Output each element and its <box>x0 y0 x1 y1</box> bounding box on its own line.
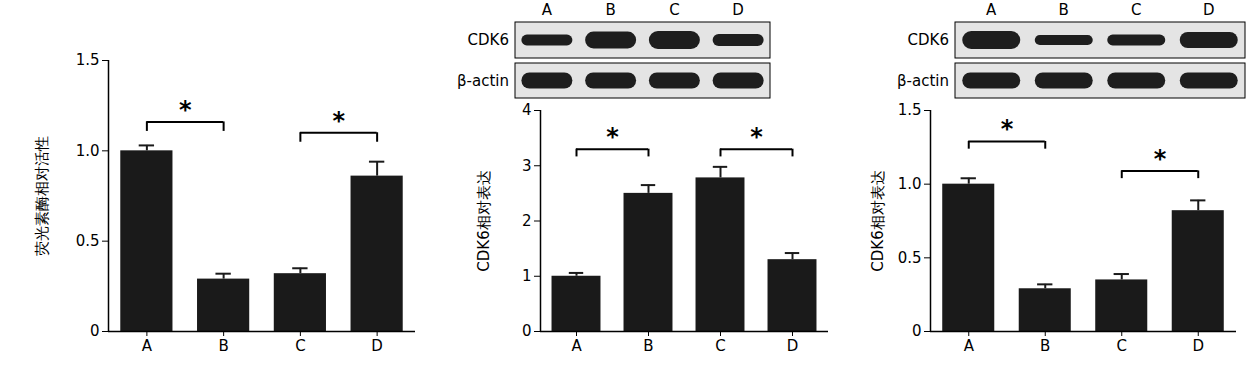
svg-text:*: * <box>606 123 619 151</box>
svg-text:0.5: 0.5 <box>898 249 922 267</box>
svg-text:1: 1 <box>522 267 532 285</box>
svg-text:0: 0 <box>522 322 532 340</box>
svg-text:CDK6相对表达: CDK6相对表达 <box>869 170 887 271</box>
svg-text:*: * <box>332 107 345 135</box>
svg-text:*: * <box>1001 115 1014 143</box>
svg-text:CDK6: CDK6 <box>468 31 509 49</box>
svg-text:B: B <box>218 337 228 355</box>
svg-text:0: 0 <box>912 322 922 340</box>
svg-text:A: A <box>142 337 153 355</box>
svg-text:4: 4 <box>522 101 532 119</box>
svg-text:0.5: 0.5 <box>76 232 100 250</box>
svg-text:D: D <box>732 1 744 19</box>
svg-text:D: D <box>1203 1 1215 19</box>
svg-text:C: C <box>1131 1 1141 19</box>
svg-text:A: A <box>542 1 553 19</box>
svg-text:1.5: 1.5 <box>898 101 922 119</box>
svg-text:β-actin: β-actin <box>457 72 509 90</box>
svg-text:β-actin: β-actin <box>897 72 949 90</box>
svg-text:1.0: 1.0 <box>76 142 100 160</box>
svg-text:D: D <box>787 337 799 355</box>
svg-text:1.5: 1.5 <box>76 51 100 69</box>
svg-text:CDK6相对表达: CDK6相对表达 <box>475 170 493 271</box>
svg-text:A: A <box>964 337 975 355</box>
svg-text:B: B <box>1059 1 1069 19</box>
svg-text:A: A <box>986 1 997 19</box>
svg-text:D: D <box>1192 337 1204 355</box>
svg-text:C: C <box>715 337 725 355</box>
svg-text:0: 0 <box>90 322 100 340</box>
svg-text:B: B <box>1040 337 1050 355</box>
svg-text:2: 2 <box>522 212 532 230</box>
svg-text:C: C <box>295 337 305 355</box>
svg-text:CDK6: CDK6 <box>908 31 949 49</box>
svg-text:C: C <box>1117 337 1127 355</box>
svg-text:B: B <box>605 1 615 19</box>
svg-text:*: * <box>1154 145 1167 173</box>
svg-text:荧光素酶相对活性: 荧光素酶相对活性 <box>33 136 51 256</box>
svg-text:3: 3 <box>522 157 532 175</box>
svg-text:*: * <box>179 96 192 124</box>
svg-text:1.0: 1.0 <box>898 175 922 193</box>
svg-text:*: * <box>750 123 763 151</box>
svg-text:D: D <box>371 337 383 355</box>
svg-text:C: C <box>669 1 679 19</box>
svg-text:A: A <box>571 337 582 355</box>
svg-text:B: B <box>643 337 653 355</box>
